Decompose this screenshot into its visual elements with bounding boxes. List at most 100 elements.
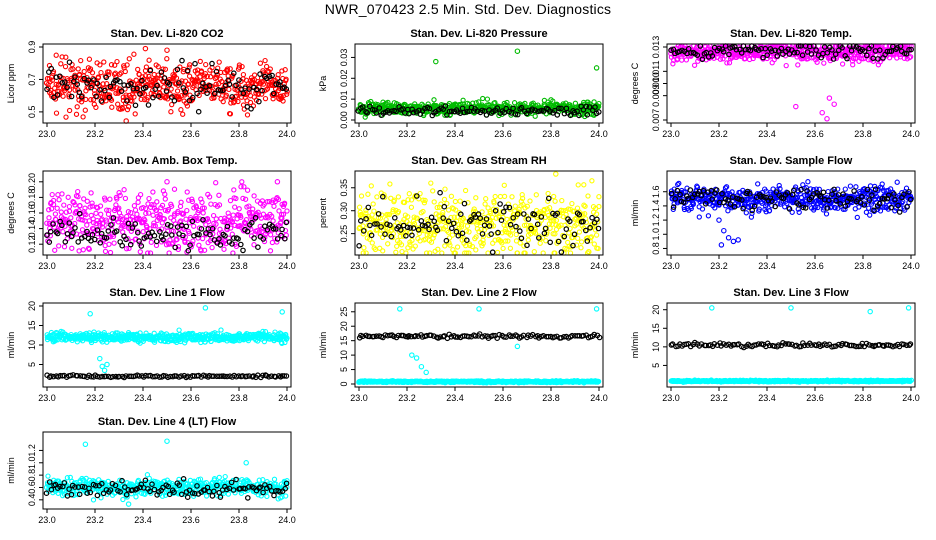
reference-point bbox=[255, 244, 261, 251]
reference-point bbox=[259, 87, 265, 94]
data-point bbox=[457, 198, 463, 204]
reference-point bbox=[204, 90, 210, 97]
reference-point bbox=[441, 203, 448, 210]
data-point bbox=[533, 192, 539, 198]
data-point bbox=[191, 83, 197, 89]
data-point bbox=[78, 57, 84, 64]
data-point bbox=[145, 94, 151, 101]
outlier-point bbox=[164, 179, 170, 185]
data-point bbox=[121, 187, 127, 193]
outlier-point bbox=[142, 45, 149, 52]
data-point bbox=[106, 241, 112, 247]
outlier-point bbox=[730, 238, 737, 245]
data-point bbox=[186, 73, 193, 79]
outlier-point bbox=[553, 171, 559, 177]
data-point bbox=[696, 214, 702, 220]
data-point bbox=[58, 209, 64, 215]
data-point bbox=[805, 179, 811, 185]
data-point bbox=[251, 193, 257, 199]
y-axis-label: degrees C bbox=[630, 62, 640, 104]
data-point bbox=[371, 208, 377, 214]
data-point bbox=[260, 81, 267, 87]
reference-point bbox=[448, 225, 455, 232]
data-point bbox=[522, 100, 528, 107]
reference-point bbox=[117, 78, 123, 85]
data-point bbox=[62, 63, 69, 70]
x-tick-label: 23.0 bbox=[350, 129, 368, 139]
data-point bbox=[177, 203, 184, 210]
x-tick-label: 23.2 bbox=[86, 393, 104, 403]
x-tick-label: 23.2 bbox=[710, 129, 728, 139]
data-point bbox=[82, 107, 88, 113]
data-point bbox=[131, 203, 138, 209]
data-point bbox=[132, 111, 138, 117]
data-point bbox=[485, 250, 491, 256]
data-point bbox=[492, 99, 498, 106]
data-point bbox=[283, 76, 289, 82]
data-point bbox=[88, 190, 94, 196]
data-point bbox=[150, 189, 156, 195]
data-point bbox=[500, 245, 506, 252]
data-point bbox=[162, 196, 168, 202]
data-point bbox=[178, 93, 185, 99]
panel-title: Stan. Dev. Sample Flow bbox=[730, 155, 853, 167]
data-point bbox=[155, 72, 161, 78]
data-point bbox=[473, 195, 479, 201]
data-point bbox=[230, 250, 236, 256]
y-axis-label: percent bbox=[318, 197, 328, 228]
data-point bbox=[135, 199, 141, 205]
data-point bbox=[109, 104, 115, 110]
data-point bbox=[263, 63, 270, 70]
x-tick-label: 23.6 bbox=[494, 261, 512, 271]
data-point bbox=[484, 96, 491, 102]
data-point bbox=[75, 66, 81, 72]
outlier-point bbox=[716, 217, 722, 223]
data-point bbox=[431, 102, 438, 109]
data-point bbox=[138, 96, 144, 102]
data-point bbox=[150, 212, 156, 218]
data-point bbox=[168, 86, 174, 92]
panel-4: Stan. Dev. Amb. Box Temp.degrees C23.0 23… bbox=[6, 155, 296, 271]
data-point bbox=[361, 245, 367, 251]
x-tick-label: 23.6 bbox=[182, 393, 200, 403]
data-point bbox=[449, 232, 456, 238]
data-point bbox=[60, 93, 66, 99]
data-point bbox=[575, 235, 581, 242]
data-point bbox=[509, 194, 515, 200]
reference-point bbox=[103, 74, 110, 81]
x-tick-label: 23.4 bbox=[446, 261, 464, 271]
reference-point bbox=[275, 81, 282, 88]
data-point bbox=[271, 203, 277, 209]
data-point bbox=[596, 100, 602, 107]
data-point bbox=[74, 104, 80, 110]
outlier-point bbox=[101, 367, 108, 374]
data-point bbox=[56, 243, 62, 249]
y-tick-label: 0.03 bbox=[339, 49, 349, 67]
data-point bbox=[441, 196, 448, 203]
reference-point bbox=[373, 110, 380, 116]
data-point bbox=[209, 244, 215, 251]
reference-point bbox=[514, 111, 521, 118]
data-point bbox=[235, 98, 241, 105]
reference-point bbox=[820, 189, 827, 196]
data-point bbox=[63, 54, 69, 60]
data-point bbox=[385, 241, 391, 247]
data-point bbox=[269, 239, 276, 246]
data-point bbox=[52, 211, 59, 217]
data-point bbox=[239, 179, 245, 185]
outlier-point bbox=[718, 242, 725, 248]
data-point bbox=[197, 58, 203, 65]
data-point bbox=[755, 181, 761, 187]
y-axis-label: kPa bbox=[318, 76, 328, 92]
plot-frame bbox=[666, 170, 916, 256]
reference-point bbox=[88, 84, 94, 91]
data-point bbox=[56, 197, 62, 203]
reference-point bbox=[163, 88, 170, 94]
data-point bbox=[442, 243, 448, 249]
data-point bbox=[131, 51, 137, 57]
data-point bbox=[83, 96, 89, 103]
data-point bbox=[89, 70, 96, 76]
panel-title: Stan. Dev. Amb. Box Temp. bbox=[97, 155, 238, 167]
data-point bbox=[164, 56, 170, 62]
